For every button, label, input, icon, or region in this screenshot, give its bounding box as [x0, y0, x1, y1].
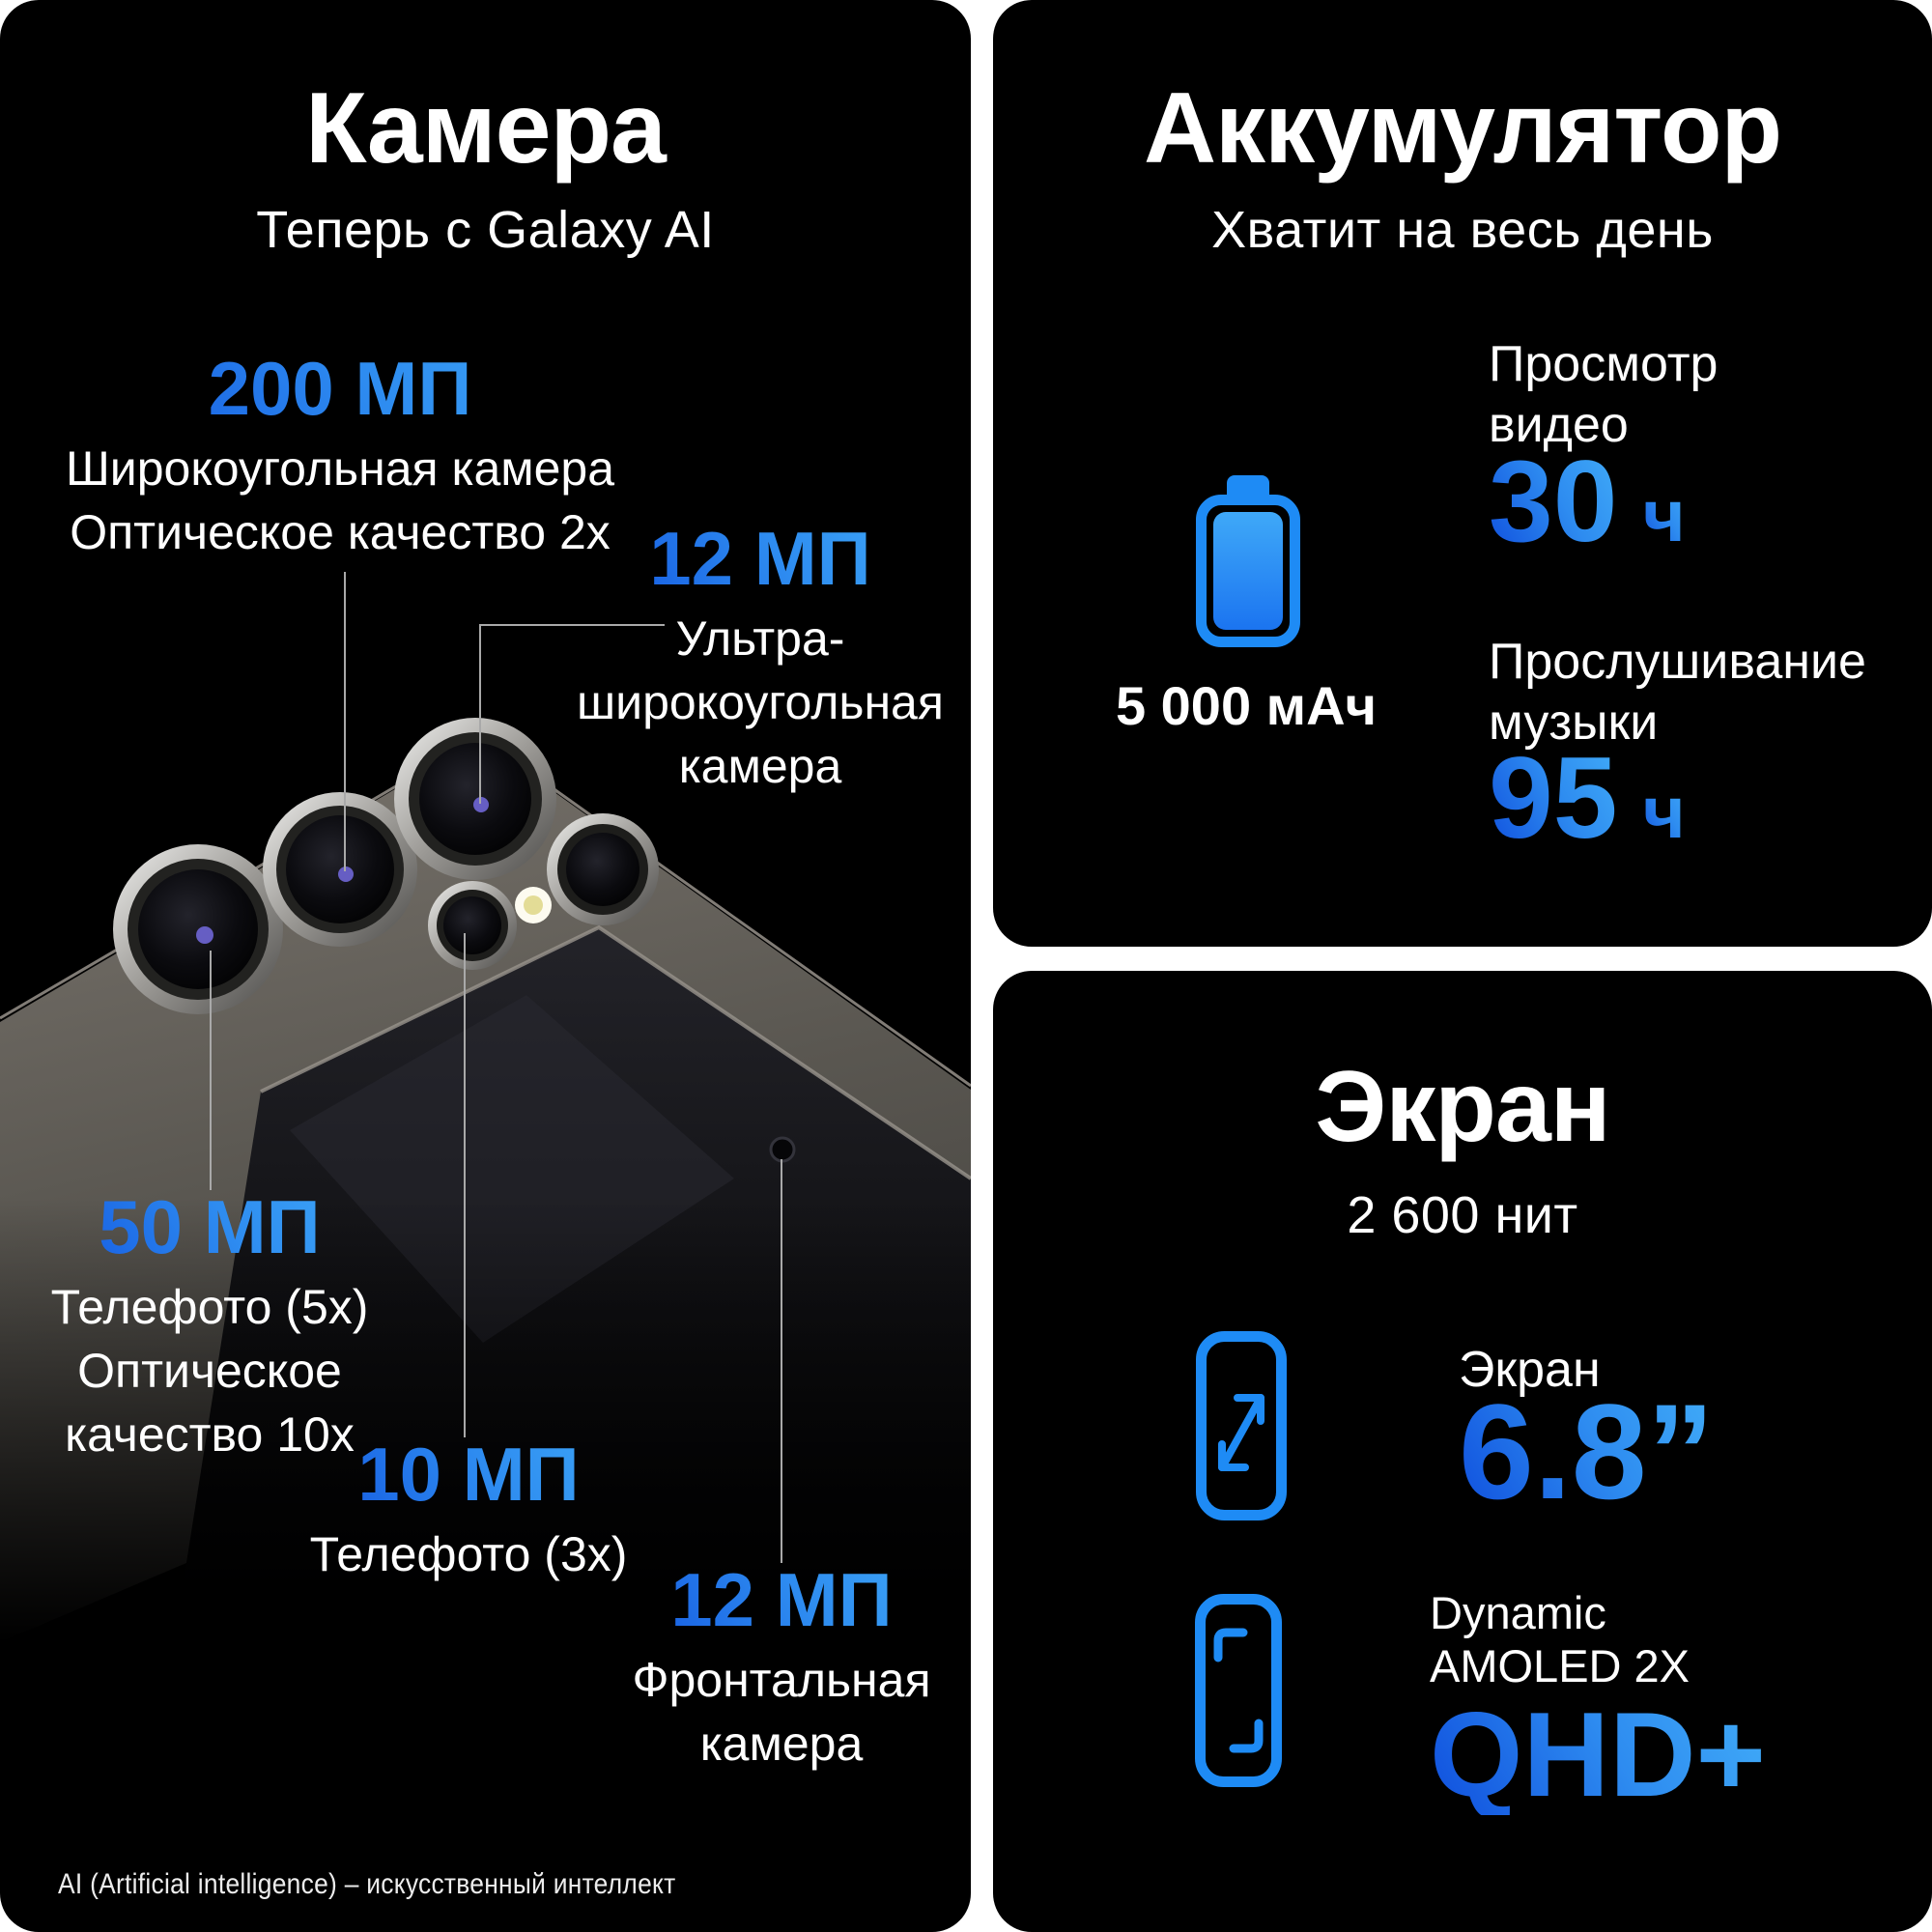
video-hours-unit: ч: [1642, 475, 1686, 557]
spec-description: Телефото (5x) Оптическое качество 10x: [50, 1279, 369, 1462]
music-hours-unit: ч: [1642, 772, 1686, 854]
camera-spec-ultrawide: 12 МП Ультра- широкоугольная камера: [567, 519, 953, 798]
callout-line-ultrawide-horizontal: [479, 624, 665, 626]
battery-title: Аккумулятор: [1143, 72, 1782, 185]
camera-lens-cluster: [113, 718, 659, 1014]
screen-panel: Экран 2 600 нит Экран 6.8” Dynamic AMOLE…: [993, 971, 1932, 1932]
music-hours: 95: [1489, 733, 1618, 863]
camera-panel: Камера Теперь с Galaxy AI: [0, 0, 971, 1932]
camera-title: Камера: [305, 72, 667, 185]
video-playback-label: Просмотр видео: [1489, 336, 1719, 454]
music-playback-value: 95 ч: [1489, 740, 1686, 856]
front-camera-dot: [769, 1136, 796, 1163]
spec-mp-value: 10 МП: [275, 1435, 662, 1515]
phone-rear-photo: [0, 718, 971, 1642]
spec-description: Ультра- широкоугольная камера: [577, 611, 944, 793]
battery-cap: [1227, 475, 1269, 497]
battery-panel: Аккумулятор Хватит на весь день 5 000 мА…: [993, 0, 1932, 947]
camera-subtitle: Теперь с Galaxy AI: [256, 201, 715, 259]
display-tech-icon: [1195, 1594, 1282, 1787]
camera-spec-telephoto-3x: 10 МП Телефото (3x): [275, 1435, 662, 1586]
phone-rail-highlight: [260, 924, 971, 1180]
video-hours: 30: [1489, 437, 1618, 566]
camera-spec-telephoto-5x: 50 МП Телефото (5x) Оптическое качество …: [16, 1187, 403, 1466]
battery-subtitle: Хватит на весь день: [1211, 201, 1714, 259]
battery-fill: [1213, 512, 1283, 630]
callout-line-wide-camera: [344, 572, 346, 871]
screen-size-label: Экран: [1459, 1342, 1601, 1398]
screen-reflection: [290, 995, 734, 1343]
camera-spec-front: 12 МП Фронтальная камера: [588, 1560, 971, 1776]
spec-description: Широкоугольная камера Оптическое качеств…: [65, 440, 615, 559]
spec-mp-value: 50 МП: [16, 1187, 403, 1267]
display-resolution-value: QHD+: [1430, 1689, 1766, 1822]
camera-spec-wide: 200 МП Широкоугольная камера Оптическое …: [31, 349, 649, 564]
screen-title: Экран: [1315, 1051, 1610, 1163]
screen-subtitle: 2 600 нит: [1347, 1186, 1578, 1244]
spec-mp-value: 12 МП: [567, 519, 953, 599]
spec-mp-value: 12 МП: [588, 1560, 971, 1640]
callout-line-front-camera: [781, 1159, 782, 1563]
screen-size-icon: [1196, 1331, 1287, 1520]
photo-bottom-fade: [0, 1198, 971, 1642]
callout-line-telephoto-5x: [210, 951, 212, 1190]
battery-icon: [1196, 475, 1300, 647]
spec-description: Фронтальная камера: [632, 1652, 931, 1771]
spec-mp-value: 200 МП: [31, 349, 649, 429]
battery-capacity: 5 000 мАч: [1115, 675, 1378, 736]
callout-line-ultrawide-vertical: [479, 624, 481, 804]
callout-line-telephoto-3x: [464, 933, 466, 1437]
music-playback-label: Прослушивание музыки: [1489, 634, 1866, 752]
video-playback-value: 30 ч: [1489, 443, 1686, 559]
ai-footnote: AI (Artificial intelligence) – искусстве…: [58, 1868, 676, 1900]
display-tech-label: Dynamic AMOLED 2X: [1430, 1587, 1690, 1691]
screen-size-value: 6.8”: [1459, 1376, 1715, 1527]
spec-description: Телефото (3x): [309, 1526, 628, 1581]
